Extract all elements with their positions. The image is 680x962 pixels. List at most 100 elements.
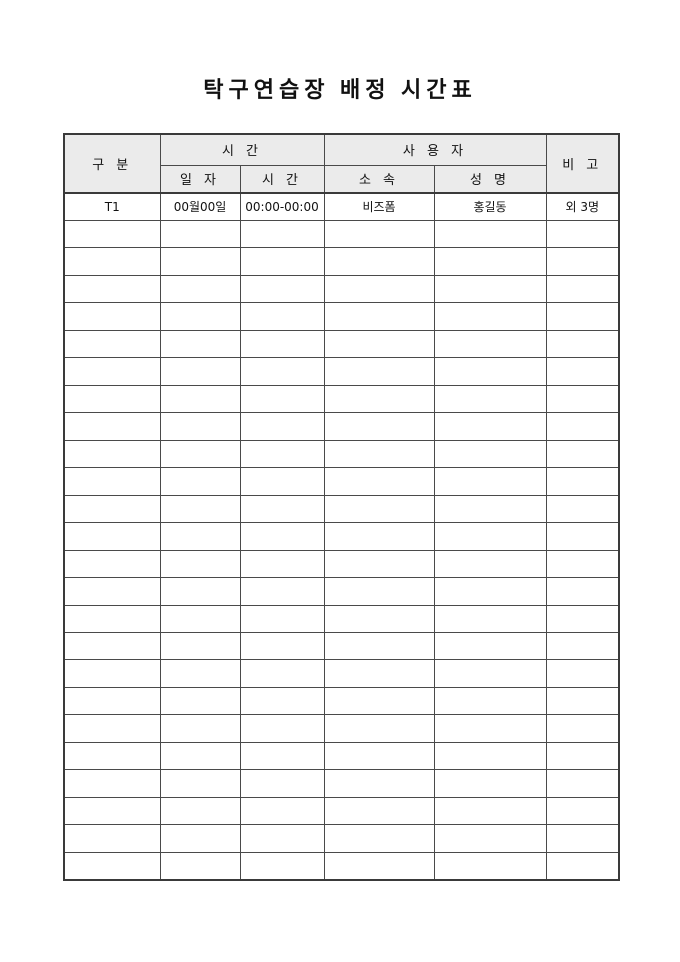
table-cell: [545, 631, 620, 661]
table-cell: [239, 274, 325, 304]
table-cell: [433, 714, 547, 743]
table-row-empty: [63, 686, 620, 716]
table-cell: [433, 549, 547, 579]
table-cell: [63, 274, 161, 304]
table-cell: [323, 659, 435, 688]
table-cell: [239, 494, 325, 524]
table-cell: [63, 522, 161, 551]
table-cell: [159, 302, 241, 331]
table-cell: [323, 631, 435, 661]
table-cell: [433, 384, 547, 414]
table-cell: [323, 577, 435, 606]
table-cell: [159, 686, 241, 716]
header-time: 시 간: [239, 164, 325, 194]
table-cell: [433, 219, 547, 249]
page-title: 탁구연습장 배정 시간표: [203, 77, 477, 102]
table-cell: [323, 384, 435, 414]
table-cell: [433, 631, 547, 661]
table-cell: [63, 384, 161, 414]
header-row-groups: 구 분 시 간 사 용 자 비 고: [63, 133, 620, 194]
table-row-empty: [63, 412, 620, 441]
table-row-empty: [63, 302, 620, 331]
table-cell: [63, 357, 161, 386]
table-cell: [63, 714, 161, 743]
table-cell: [239, 302, 325, 331]
schedule-table: 구 분 시 간 사 용 자 비 고 일 자 시 간 소 속 성 명 T1 00월0…: [63, 133, 620, 881]
table-cell: [545, 714, 620, 743]
table-cell: [239, 549, 325, 579]
table-cell: [159, 714, 241, 743]
table-cell: [323, 274, 435, 304]
table-cell: [323, 769, 435, 798]
table-cell: [159, 357, 241, 386]
table-cell: [433, 412, 547, 441]
table-cell: [545, 357, 620, 386]
table-cell: [63, 494, 161, 524]
table-cell: [239, 439, 325, 469]
table-cell: [159, 741, 241, 771]
table-cell: 홍길동: [433, 192, 547, 221]
table-cell: [239, 357, 325, 386]
table-header: 구 분 시 간 사 용 자 비 고 일 자 시 간 소 속 성 명: [63, 133, 620, 194]
table-cell: [433, 494, 547, 524]
table-cell: [239, 714, 325, 743]
table-cell: [433, 302, 547, 331]
table-cell: [63, 302, 161, 331]
table-cell: [159, 604, 241, 634]
table-cell: [239, 384, 325, 414]
table-cell: [545, 741, 620, 771]
table-cell: [159, 274, 241, 304]
table-cell: [433, 274, 547, 304]
table-cell: [545, 412, 620, 441]
table-cell: [239, 247, 325, 276]
table-row-empty: [63, 824, 620, 853]
table-cell: [159, 851, 241, 881]
header-time-group: 시 간: [159, 133, 325, 166]
table-row-empty: [63, 851, 620, 881]
table-row-filled: T1 00월00일 00:00-00:00 비즈폼 홍길동 외 3명: [63, 192, 620, 221]
table-cell: [239, 686, 325, 716]
table-cell: [433, 824, 547, 853]
table-cell: [545, 686, 620, 716]
table-cell: [433, 357, 547, 386]
table-cell: [239, 659, 325, 688]
table-cell: [323, 686, 435, 716]
table-row-empty: [63, 577, 620, 606]
table-cell: [63, 796, 161, 826]
table-cell: [159, 631, 241, 661]
table-cell: [545, 439, 620, 469]
table-cell: T1: [63, 192, 161, 221]
table-cell: [159, 549, 241, 579]
table-cell: 00월00일: [159, 192, 241, 221]
table-cell: [239, 412, 325, 441]
table-cell: [239, 631, 325, 661]
table-cell: [63, 604, 161, 634]
table-cell: [239, 577, 325, 606]
table-cell: [323, 494, 435, 524]
table-cell: [323, 796, 435, 826]
table-cell: [323, 357, 435, 386]
table-row-empty: [63, 522, 620, 551]
table-cell: [159, 577, 241, 606]
table-cell: [545, 247, 620, 276]
table-cell: [63, 412, 161, 441]
table-cell: [159, 522, 241, 551]
table-row-empty: [63, 494, 620, 524]
table-cell: [545, 604, 620, 634]
table-cell: [63, 577, 161, 606]
table-row-empty: [63, 741, 620, 771]
table-cell: [159, 219, 241, 249]
table-cell: [433, 686, 547, 716]
table-cell: [63, 247, 161, 276]
table-cell: [433, 439, 547, 469]
table-cell: [159, 659, 241, 688]
table-cell: [545, 659, 620, 688]
table-row-empty: [63, 247, 620, 276]
table-cell: [323, 851, 435, 881]
table-cell: [433, 577, 547, 606]
table-row-empty: [63, 631, 620, 661]
table-cell: [433, 467, 547, 496]
table-cell: [159, 796, 241, 826]
table-row-empty: [63, 274, 620, 304]
table-cell: 00:00-00:00: [239, 192, 325, 221]
